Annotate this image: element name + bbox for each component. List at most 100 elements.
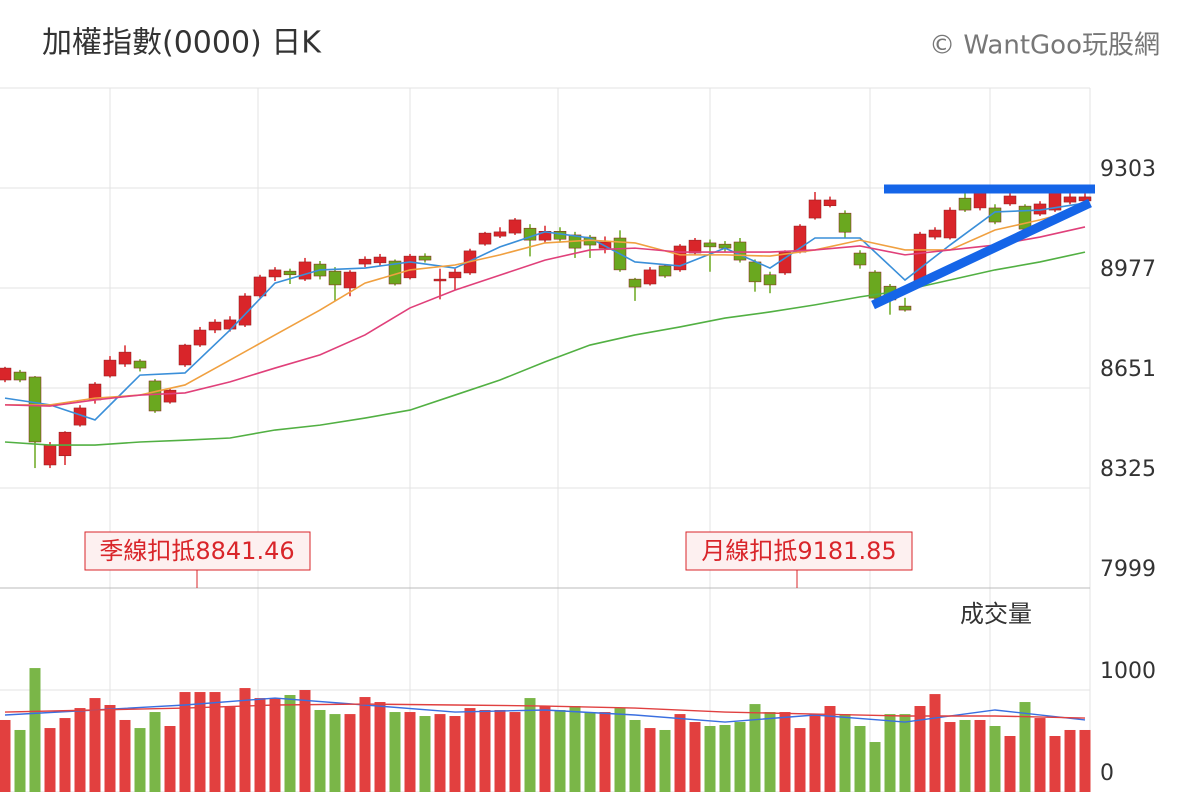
volume-bar	[224, 707, 236, 792]
volume-bar	[374, 702, 386, 792]
volume-bar	[299, 690, 311, 792]
candle-body	[688, 239, 702, 254]
volume-bar	[1034, 718, 1046, 792]
volume-bar	[119, 719, 131, 792]
candle-body	[658, 265, 672, 277]
volume-bar	[449, 716, 461, 792]
candle-body	[1063, 196, 1077, 203]
candle-body	[958, 197, 972, 211]
volume-bar	[359, 697, 371, 792]
volume-bar	[944, 722, 956, 792]
ma-line	[4, 226, 1086, 407]
watermark: © WantGoo玩股網	[929, 31, 1160, 61]
candle-body	[433, 278, 447, 282]
title: 加權指數(0000) 日K	[42, 26, 322, 61]
y-tick-label: 7999	[1100, 557, 1156, 582]
candle-body	[823, 199, 837, 207]
candle-body	[763, 274, 777, 286]
y-tick-label: 8977	[1100, 257, 1156, 282]
volume-bar	[149, 712, 161, 792]
candle-body	[13, 371, 27, 381]
volume-bar	[794, 728, 806, 792]
volume-bar	[539, 706, 551, 792]
volume-title: 成交量	[960, 600, 1032, 628]
ma-line	[4, 697, 1086, 723]
candle-body	[43, 444, 57, 466]
volume-bar	[869, 742, 881, 792]
candle-body	[253, 276, 267, 297]
volume-bar	[614, 708, 626, 792]
volume-bar	[644, 728, 656, 792]
candle-body	[418, 255, 432, 261]
annotation-1: 季線扣抵8841.46	[84, 531, 311, 588]
candle-body	[628, 278, 642, 288]
y-tick-label: 8651	[1100, 357, 1156, 382]
volume-bar	[284, 694, 296, 792]
candle-body	[748, 261, 762, 283]
y-tick-label: 9303	[1100, 157, 1156, 182]
candle-body	[973, 191, 987, 209]
candle-body	[493, 231, 507, 237]
candle-body	[163, 389, 177, 403]
candle-body	[478, 232, 492, 245]
label: 季線扣抵8841.46	[99, 537, 294, 565]
volume-bar	[344, 714, 356, 792]
volume-bar	[719, 724, 731, 792]
volume-bar	[134, 728, 146, 792]
candle-body	[898, 305, 912, 311]
volume-bar	[239, 688, 251, 792]
volume-bar	[959, 719, 971, 792]
candle-body	[1018, 205, 1032, 230]
candle-body	[343, 271, 357, 289]
ma-line	[4, 202, 1086, 421]
volume-bar	[434, 714, 446, 792]
candle-body	[283, 270, 297, 276]
volume-bar	[59, 718, 71, 792]
volume-bar	[104, 704, 116, 792]
volume-bar	[749, 704, 761, 792]
candle-body	[298, 261, 312, 280]
volume-bar	[419, 716, 431, 792]
ma-line	[4, 703, 1086, 719]
candle-body	[148, 380, 162, 412]
volume-bar	[599, 712, 611, 792]
candle-body	[28, 376, 42, 443]
volume-bar	[659, 729, 671, 792]
candle-body	[328, 270, 342, 286]
volume-bar	[839, 714, 851, 792]
candle-body	[58, 431, 72, 457]
candle-body	[643, 269, 657, 285]
volume-bar	[824, 706, 836, 792]
volume-bar	[1019, 702, 1031, 792]
volume-bar	[179, 692, 191, 792]
volume-bar	[854, 726, 866, 792]
volume-bar	[779, 712, 791, 792]
candle-body	[913, 233, 927, 283]
ma-line	[5, 207, 1086, 406]
volume-bar	[524, 698, 536, 792]
volume-bar	[1079, 729, 1091, 792]
candle-body	[358, 258, 372, 265]
volume-bar	[554, 709, 566, 792]
volume-bar	[884, 714, 896, 792]
candle-body	[928, 229, 942, 238]
volume-bar	[734, 722, 746, 792]
volume-bar	[584, 712, 596, 792]
y-tick-label: 8325	[1100, 457, 1156, 482]
candle-body	[118, 351, 132, 365]
candle-body	[193, 329, 207, 346]
volume-bar	[89, 698, 101, 792]
volume-bar	[809, 714, 821, 792]
candle-body	[598, 241, 612, 249]
candle-body	[403, 255, 417, 279]
candle-body	[448, 271, 462, 279]
volume-bar	[689, 722, 701, 792]
volume-bar	[209, 692, 221, 792]
volume-bar	[29, 668, 41, 792]
volume-bar	[44, 728, 56, 792]
volume-bar	[404, 712, 416, 792]
candle-body	[178, 344, 192, 366]
candle-body	[838, 212, 852, 233]
volume-bar	[494, 709, 506, 792]
